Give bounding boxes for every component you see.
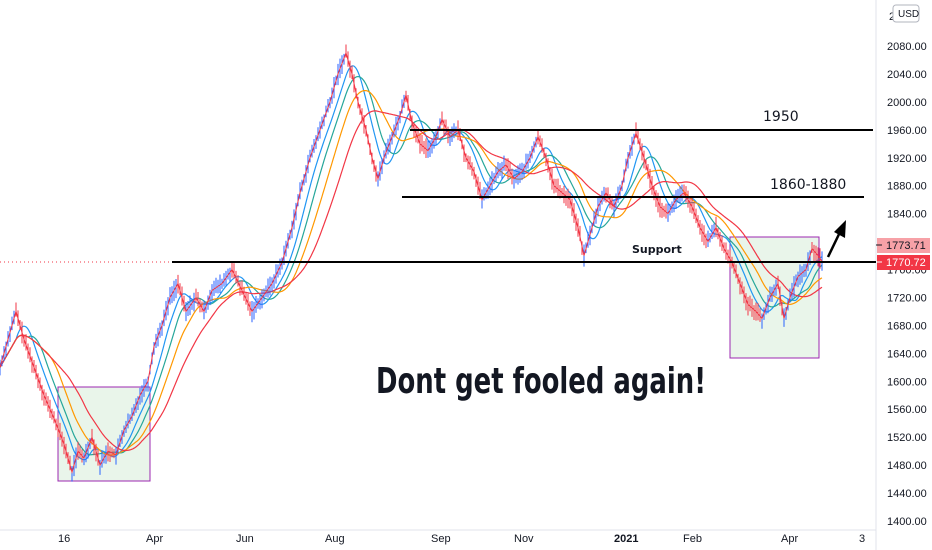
highlight-box-right	[729, 236, 820, 359]
x-label-2021: 2021	[614, 533, 638, 545]
moving-average-line	[0, 90, 823, 456]
x-label-sep: Sep	[431, 533, 451, 545]
level-label-1860-1880: 1860-1880	[770, 177, 846, 193]
y-axis-top-label: 2	[889, 11, 895, 23]
y-tick-label: 1720.00	[887, 292, 927, 304]
x-axis-labels: 16 Apr Jun Aug Sep Nov 2021 Feb Apr 3	[58, 533, 865, 545]
x-label-feb: Feb	[683, 533, 702, 545]
price-line	[0, 51, 823, 474]
y-tick-label: 1520.00	[887, 432, 927, 444]
arrow-up-icon	[826, 220, 846, 258]
y-tick-label: 2000.00	[887, 97, 927, 109]
moving-averages	[0, 65, 823, 461]
x-label-apr-2021: Apr	[781, 533, 798, 545]
x-label-apr: Apr	[146, 533, 163, 545]
svg-text:1770.72: 1770.72	[886, 257, 926, 269]
x-label-aug: Aug	[325, 533, 345, 545]
y-tick-label: 1920.00	[887, 153, 927, 165]
y-tick-label: 1440.00	[887, 488, 927, 500]
y-tick-label: 2080.00	[887, 41, 927, 53]
y-tick-label: 1840.00	[887, 209, 927, 221]
y-tick-label: 1480.00	[887, 460, 927, 472]
moving-average-line	[0, 65, 823, 461]
x-label-16: 16	[58, 533, 70, 545]
svg-text:1773.71: 1773.71	[886, 240, 926, 252]
y-tick-label: 1640.00	[887, 348, 927, 360]
svg-text:USD: USD	[898, 9, 919, 20]
level-label-support: Support	[632, 243, 682, 256]
moving-average-line	[0, 110, 823, 452]
level-label-1950: 1950	[763, 109, 799, 125]
annotation-text: Dont get fooled again!	[376, 361, 706, 402]
price-tag-1773: 1773.71	[876, 238, 930, 253]
y-tick-label: 1680.00	[887, 320, 927, 332]
price-tag-1770: 1770.72	[876, 255, 930, 270]
y-axis-ticks: 1400.00 1440.00 1480.00 1520.00 1560.00 1600.…	[887, 41, 927, 528]
y-tick-label: 2040.00	[887, 69, 927, 81]
y-tick-label: 1560.00	[887, 404, 927, 416]
moving-average-line	[0, 75, 823, 456]
y-tick-label: 1600.00	[887, 376, 927, 388]
y-tick-label: 1880.00	[887, 181, 927, 193]
y-tick-label: 1960.00	[887, 125, 927, 137]
currency-badge[interactable]: USD	[892, 4, 920, 23]
x-label-jun: Jun	[236, 533, 254, 545]
y-tick-label: 1400.00	[887, 516, 927, 528]
x-label-3: 3	[859, 533, 865, 545]
x-label-nov: Nov	[514, 533, 534, 545]
